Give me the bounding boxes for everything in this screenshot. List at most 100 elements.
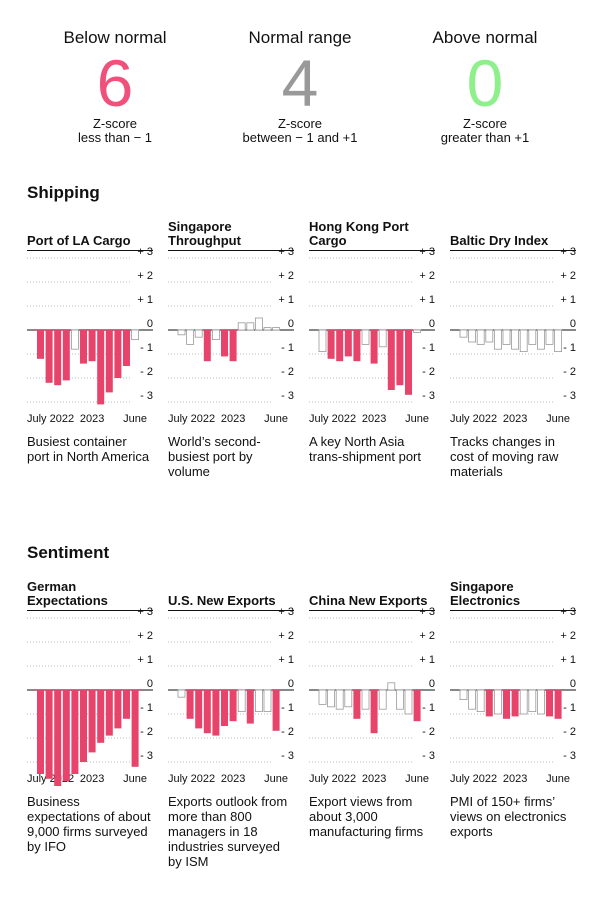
summary-label: Below normal [63,28,167,47]
bar [131,329,139,340]
bar [502,329,511,345]
chart-caption: PMI of 150+ firms’ views on electronics … [450,794,567,839]
bar [459,329,468,338]
bar [203,690,211,734]
bar [105,330,113,393]
chart-caption: Tracks changes in cost of moving raw mat… [450,434,559,479]
y-tick-label: - 3 [422,390,435,402]
summary-label: Above normal [432,28,538,47]
bar [378,329,387,348]
bar [97,690,105,743]
y-tick-label: - 3 [563,390,576,402]
chart-title: Singapore Throughput [168,219,241,248]
y-tick-label: + 2 [137,270,153,282]
bar [413,329,421,333]
y-tick-label: + 2 [560,270,576,282]
y-tick-label: - 1 [281,342,294,354]
y-tick-label: + 2 [278,630,294,642]
bar [335,689,344,710]
bar [318,689,327,705]
y-tick-label: - 2 [422,726,435,738]
bar [546,690,553,717]
y-tick-label: - 2 [563,366,576,378]
bar [370,690,378,734]
y-tick-label: + 1 [137,294,153,306]
bar [396,689,404,710]
bar [318,329,327,353]
bar [545,329,554,345]
y-tick-label: + 1 [278,294,294,306]
bar [528,689,537,713]
bar [503,690,510,719]
x-tick-label: July 2022 [27,413,74,425]
bar [221,330,228,357]
summary-note: Z-score less than − 1 [77,116,153,145]
bar [88,330,96,362]
bar [195,690,203,729]
bar [229,330,237,362]
bar [404,689,413,715]
chart-caption: Busiest container port in North America [27,434,150,464]
bar [361,329,370,345]
y-tick-label: + 2 [137,630,153,642]
chart-title: U.S. New Exports [168,593,276,608]
y-tick-label: - 3 [422,750,435,762]
chart-title: Baltic Dry Index [450,233,549,248]
y-tick-label: + 3 [419,606,435,618]
bar [105,690,113,736]
bar [353,330,361,362]
bar [519,329,528,353]
chart-title: Singapore Electronics [450,579,521,608]
bar [327,330,335,359]
bar [177,689,186,698]
bar [554,690,562,719]
y-tick-label: - 1 [563,342,576,354]
bar [131,690,139,767]
y-tick-label: 0 [288,318,294,330]
section-title: Sentiment [27,543,110,562]
y-tick-label: + 2 [419,630,435,642]
bar [494,689,502,715]
y-tick-label: + 3 [137,246,153,258]
y-tick-label: - 1 [140,702,153,714]
chart: + 3 + 2 + 1 0 - 1 - 2 - 3 July 2022 2023 June [168,606,294,785]
chart: + 3 + 2 + 1 0 - 1 - 2 - 3 July 2022 2023 June [450,246,576,425]
bar [387,330,395,390]
bar [344,689,353,708]
y-tick-label: + 1 [419,294,435,306]
section-title: Shipping [27,183,100,202]
bar [203,330,211,362]
chart-title: Port of LA Cargo [27,233,131,248]
bar [194,329,203,338]
bar [177,329,186,336]
bar [263,327,272,331]
x-tick-label: June [405,773,429,785]
bar [344,330,352,357]
bar [370,330,378,364]
y-tick-label: - 2 [563,726,576,738]
bar [396,330,404,386]
bar [37,690,44,774]
bar [361,689,370,710]
bar [511,329,519,350]
bar [263,689,272,713]
x-tick-label: July 2022 [309,773,356,785]
x-tick-label: July 2022 [168,773,215,785]
y-tick-label: + 3 [560,606,576,618]
y-tick-label: - 3 [281,750,294,762]
bar [71,690,79,774]
y-tick-label: - 3 [140,750,153,762]
chart: + 3 + 2 + 1 0 - 1 - 2 - 3 July 2022 2023 June [168,246,294,425]
bar [71,329,79,350]
y-tick-label: 0 [288,678,294,690]
summary-count: 4 [281,46,319,120]
x-tick-label: June [546,773,570,785]
y-tick-label: - 2 [281,726,294,738]
summary-note: Z-score between − 1 and +1 [242,116,358,145]
bar [88,690,96,753]
y-tick-label: + 1 [560,654,576,666]
x-tick-label: June [546,413,570,425]
bar [80,330,87,364]
chart: + 3 + 2 + 1 0 - 1 - 2 - 3 July 2022 2023 June [309,246,435,425]
bar [405,330,412,395]
